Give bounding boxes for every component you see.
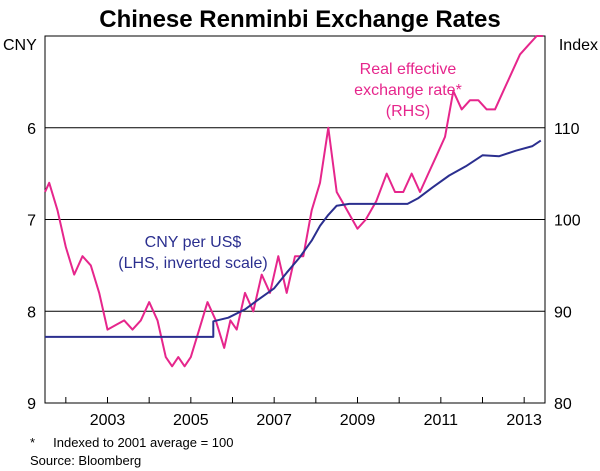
x-tick-label: 2011 [424,412,459,429]
reer-annotation: Real effective exchange rate* (RHS) [354,61,462,120]
reer-annotation-line: Real effective [360,61,457,78]
plot-frame [44,35,546,404]
cny-annotation: CNY per US$ (LHS, inverted scale) [118,234,267,272]
left-tick-label: 7 [27,213,36,230]
reer-annotation-line: exchange rate* [354,82,462,99]
right-tick-label: 100 [554,213,581,230]
footnote-index: * Indexed to 2001 average = 100 [30,435,233,450]
right-tick-label: 90 [554,304,572,321]
left-axis-unit: CNY [3,37,37,54]
x-tick-label: 2007 [256,412,292,429]
left-axis-labels: 6 7 8 9 [27,121,36,413]
left-tick-label: 9 [27,396,36,413]
cny-annotation-line: CNY per US$ [145,234,242,251]
right-axis-unit: Index [559,37,598,54]
left-tick-label: 8 [27,304,36,321]
gridlines [45,127,545,312]
right-axis-labels: 80 90 100 110 [554,121,581,413]
cny-annotation-line: (LHS, inverted scale) [118,255,267,272]
right-tick-label: 110 [554,121,580,138]
chart-title: Chinese Renminbi Exchange Rates [99,6,500,33]
footnote-source: Source: Bloomberg [30,453,141,468]
x-axis-labels: 2003 2005 2007 2009 2011 2013 [90,412,542,429]
x-tick-label: 2003 [90,412,126,429]
left-tick-label: 6 [27,121,36,138]
x-axis-ticks [65,397,525,403]
x-tick-label: 2009 [340,412,376,429]
reer-annotation-line: (RHS) [386,103,430,120]
series-line-cny [45,139,542,338]
series-line-reer [44,35,543,368]
x-tick-label: 2005 [173,412,209,429]
right-tick-label: 80 [554,396,572,413]
x-tick-label: 2013 [506,412,542,429]
